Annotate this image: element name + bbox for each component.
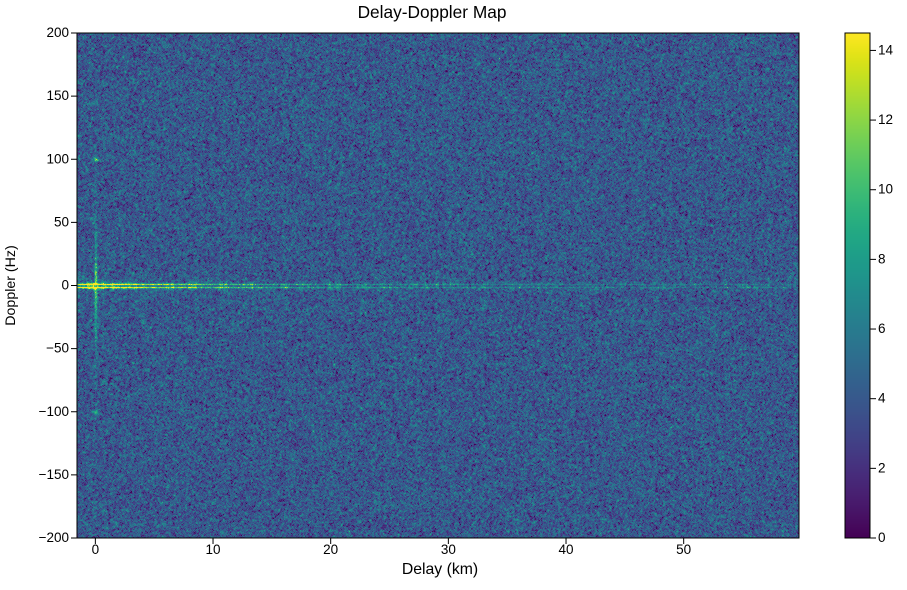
svg-text:Delay (km): Delay (km) [402,561,478,578]
svg-text:0: 0 [92,542,100,557]
svg-text:10: 10 [206,542,221,557]
svg-text:2: 2 [878,460,886,475]
svg-text:−100: −100 [39,404,69,419]
svg-text:4: 4 [878,391,886,406]
svg-text:50: 50 [54,214,69,229]
svg-text:−50: −50 [46,341,69,356]
svg-text:−150: −150 [39,467,69,482]
svg-text:20: 20 [323,542,338,557]
svg-text:10: 10 [878,182,893,197]
svg-text:Doppler (Hz): Doppler (Hz) [3,245,19,325]
svg-text:30: 30 [441,542,456,557]
svg-text:6: 6 [878,321,886,336]
svg-text:0: 0 [878,530,886,545]
svg-text:8: 8 [878,251,886,266]
svg-text:−200: −200 [39,530,69,545]
svg-text:150: 150 [46,88,69,103]
svg-text:100: 100 [46,151,69,166]
svg-text:12: 12 [878,112,893,127]
svg-text:0: 0 [61,278,69,293]
svg-text:50: 50 [676,542,691,557]
svg-text:200: 200 [46,25,69,40]
svg-text:40: 40 [559,542,574,557]
svg-text:14: 14 [878,42,894,57]
